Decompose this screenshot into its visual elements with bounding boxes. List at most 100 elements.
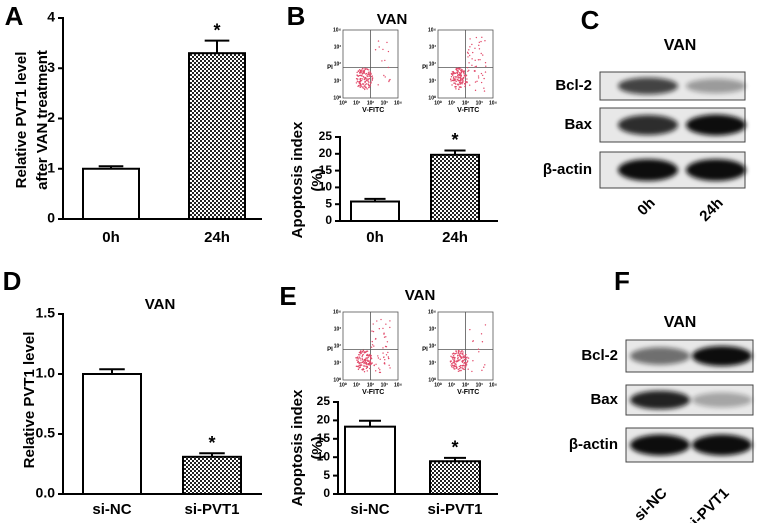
flow-event bbox=[358, 74, 361, 77]
flow-event bbox=[460, 71, 463, 73]
flow-event bbox=[480, 81, 483, 84]
blot-row-label: β-actin bbox=[543, 161, 592, 178]
flow-event bbox=[462, 354, 464, 356]
flow-event bbox=[372, 323, 374, 325]
flow-event bbox=[374, 370, 377, 372]
flow-event bbox=[383, 356, 385, 359]
blot-row-label: Bcl-2 bbox=[555, 77, 592, 94]
flow-event bbox=[366, 88, 368, 90]
flow-event bbox=[457, 77, 459, 79]
flow-event bbox=[461, 83, 463, 85]
panel-letter: A bbox=[5, 1, 24, 31]
flow-event bbox=[467, 368, 469, 370]
flow-event bbox=[480, 333, 483, 335]
flow-event bbox=[481, 369, 483, 372]
flow-event bbox=[362, 353, 364, 356]
flow-event bbox=[462, 71, 465, 73]
flow-event bbox=[472, 360, 474, 362]
flow-event bbox=[359, 85, 361, 87]
flow-event bbox=[451, 79, 454, 82]
y-tick-label: 15 bbox=[317, 431, 331, 445]
flow-event bbox=[462, 355, 464, 358]
blot-band bbox=[630, 390, 690, 410]
flow-event bbox=[360, 350, 362, 352]
flow-y-tick-label: 10³ bbox=[334, 326, 342, 332]
y-tick-label: 4 bbox=[47, 9, 55, 25]
flow-event bbox=[368, 75, 370, 78]
flow-event bbox=[356, 71, 358, 74]
flow-event bbox=[362, 87, 364, 89]
y-tick-label: 15 bbox=[319, 163, 333, 177]
flow-event bbox=[387, 50, 390, 53]
y-tick-label: 3 bbox=[47, 59, 55, 75]
flow-event bbox=[361, 359, 364, 361]
flow-event bbox=[360, 74, 362, 77]
flow-event bbox=[360, 78, 362, 80]
bar bbox=[82, 373, 142, 495]
flow-event bbox=[363, 69, 366, 72]
flow-event bbox=[450, 355, 452, 358]
flow-event bbox=[369, 355, 372, 357]
flow-event bbox=[388, 364, 390, 366]
y-tick-label: 20 bbox=[319, 146, 333, 160]
x-tick-label: 24h bbox=[442, 229, 468, 246]
flow-event bbox=[466, 361, 468, 364]
flow-event bbox=[452, 365, 455, 367]
flow-event bbox=[462, 79, 464, 82]
flow-event bbox=[461, 367, 464, 369]
flow-plot bbox=[342, 311, 399, 381]
flow-event bbox=[484, 324, 487, 326]
flow-event bbox=[468, 62, 470, 64]
flow-event bbox=[460, 357, 462, 359]
flow-event bbox=[464, 75, 466, 77]
flow-event bbox=[457, 79, 460, 82]
flow-event bbox=[463, 358, 466, 361]
panel-letter: F bbox=[614, 266, 630, 296]
flow-event bbox=[465, 363, 467, 365]
flow-x-tick-label: 10¹ bbox=[353, 382, 361, 388]
flow-event bbox=[382, 48, 384, 51]
flow-event bbox=[369, 73, 371, 75]
flow-event bbox=[358, 354, 360, 356]
flow-event bbox=[360, 69, 363, 71]
flow-event bbox=[460, 72, 462, 74]
bar bbox=[82, 167, 140, 220]
flow-event bbox=[458, 365, 461, 368]
chart-title: VAN bbox=[145, 296, 176, 313]
flow-event bbox=[467, 56, 469, 58]
flow-event bbox=[468, 69, 470, 72]
flow-event bbox=[355, 82, 358, 84]
blot-band bbox=[630, 434, 690, 456]
flow-event bbox=[449, 361, 452, 363]
flow-x-label: V-FITC bbox=[457, 389, 479, 396]
flow-event bbox=[458, 368, 461, 370]
flow-event bbox=[453, 357, 455, 359]
flow-event bbox=[380, 318, 382, 321]
flow-event bbox=[389, 320, 391, 322]
flow-event bbox=[366, 354, 368, 357]
flow-event bbox=[466, 78, 468, 80]
flow-event bbox=[474, 47, 476, 50]
flow-x-tick-label: 10² bbox=[367, 382, 375, 388]
flow-x-tick-label: 10⁴ bbox=[489, 100, 498, 106]
y-tick-label: 5 bbox=[323, 468, 330, 482]
flow-event bbox=[460, 74, 462, 77]
flow-event bbox=[369, 360, 371, 362]
flow-event bbox=[387, 356, 390, 358]
flow-event bbox=[364, 88, 366, 91]
y-axis-label: (%) bbox=[309, 436, 326, 459]
flow-event bbox=[359, 83, 362, 86]
blot-band bbox=[692, 345, 752, 367]
flow-event bbox=[450, 72, 453, 75]
bar bbox=[188, 52, 246, 220]
blot-lane-label: 24h bbox=[696, 195, 726, 225]
panel-letter: C bbox=[581, 5, 600, 35]
flow-event bbox=[457, 70, 459, 72]
flow-y-tick-label: 10⁴ bbox=[333, 27, 342, 33]
flow-event bbox=[373, 364, 376, 366]
flow-event bbox=[368, 362, 370, 365]
bar bbox=[350, 200, 400, 222]
flow-event bbox=[357, 78, 359, 80]
flow-event bbox=[463, 362, 466, 364]
